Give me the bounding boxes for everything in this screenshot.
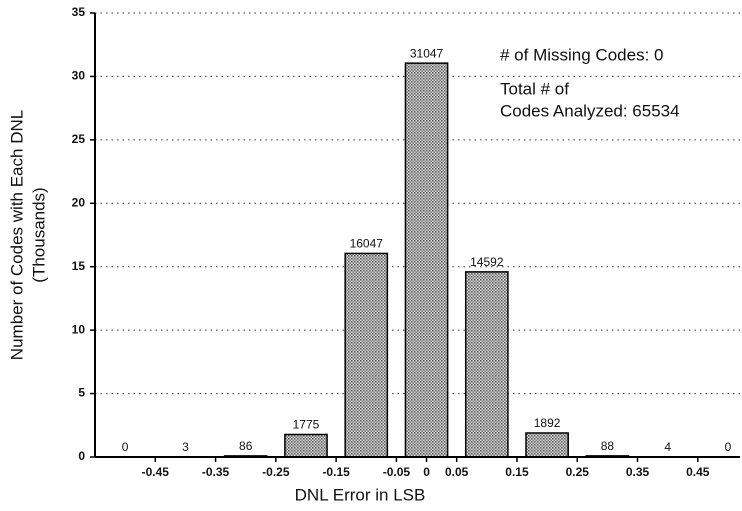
y-tick-label: 25 [72, 132, 86, 146]
x-tick-label: -0.25 [262, 465, 290, 479]
y-tick-label: 30 [72, 69, 86, 83]
data-label: 88 [601, 439, 615, 453]
annotation: # of Missing Codes: 0 [500, 45, 663, 64]
y-tick-label: 35 [72, 5, 86, 19]
annotation: Total # of [500, 79, 569, 98]
x-tick-label: -0.35 [202, 465, 230, 479]
annotation: Codes Analyzed: 65534 [500, 101, 680, 120]
data-label: 4 [664, 440, 671, 454]
data-label: 1892 [534, 416, 561, 430]
y-axis-label: Number of Codes with Each DNL [7, 110, 26, 360]
data-label: 86 [239, 439, 253, 453]
x-tick-label: -0.15 [322, 465, 350, 479]
y-tick-label: 15 [72, 259, 86, 273]
data-label: 3 [182, 440, 189, 454]
y-tick-label: 20 [72, 195, 86, 209]
x-tick-label: 0.05 [445, 465, 469, 479]
x-tick-label: 0.15 [505, 465, 529, 479]
y-tick-label: 5 [78, 386, 85, 400]
data-label: 1775 [293, 418, 320, 432]
x-tick-label: -0.05 [383, 465, 411, 479]
bar [344, 252, 389, 458]
x-tick-label: 0.25 [566, 465, 590, 479]
data-label: 16047 [350, 237, 384, 251]
x-tick-label: 0 [423, 465, 430, 479]
data-label: 0 [122, 440, 129, 454]
data-label: 14592 [470, 255, 504, 269]
bar [525, 432, 569, 458]
x-tick-label: -0.45 [142, 465, 170, 479]
x-tick-label: 0.45 [686, 465, 710, 479]
x-axis-label: DNL Error in LSB [295, 485, 426, 504]
bar [404, 62, 449, 458]
y-tick-label: 0 [78, 449, 85, 463]
bar [464, 271, 509, 458]
bar [284, 433, 328, 458]
x-tick-label: 0.35 [626, 465, 650, 479]
y-axis-label: (Thousands) [29, 187, 48, 282]
data-label: 31047 [410, 46, 444, 60]
data-label: 0 [725, 440, 732, 454]
y-tick-label: 10 [72, 322, 86, 336]
